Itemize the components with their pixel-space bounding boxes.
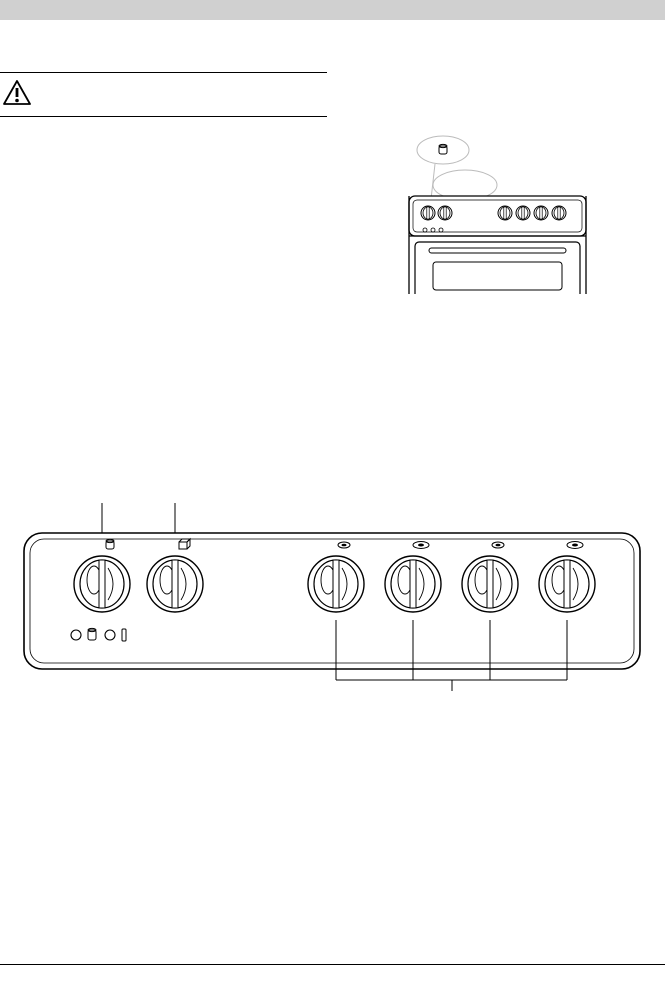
section-rule-bottom	[0, 116, 327, 117]
page-bottom-rule	[0, 964, 665, 965]
control-panel-diagram	[20, 495, 644, 710]
warning-heading-row	[3, 80, 39, 106]
section-rule-top	[0, 72, 327, 73]
cooker-illustration	[405, 130, 590, 299]
warning-icon	[3, 80, 31, 106]
top-bar	[0, 0, 665, 20]
